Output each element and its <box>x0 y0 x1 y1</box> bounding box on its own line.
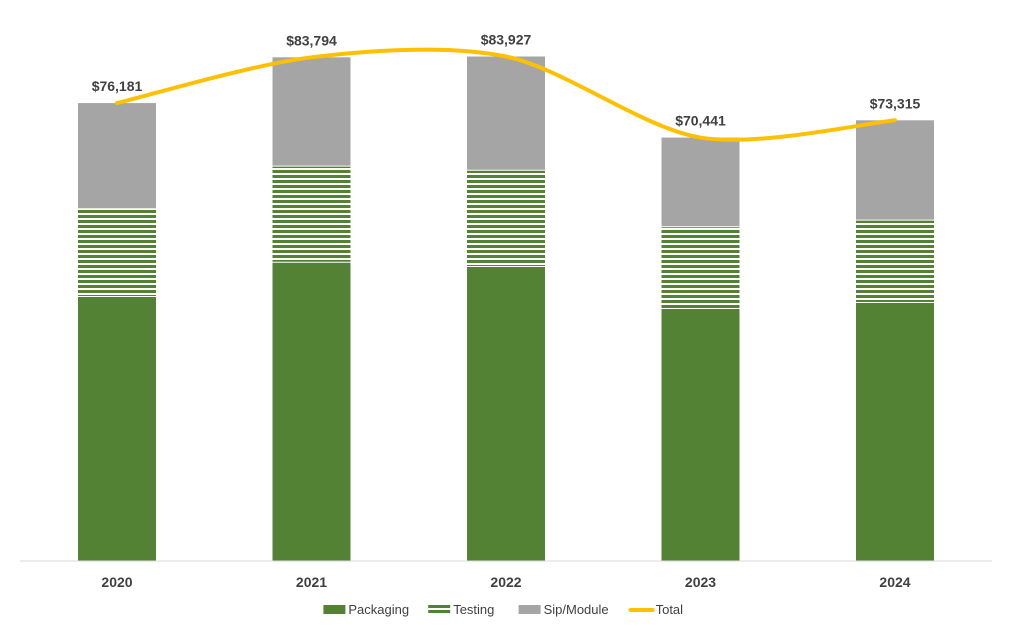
data-label-2023: $70,441 <box>675 113 726 129</box>
bar-sip-module-2024 <box>856 120 934 220</box>
bar-packaging-2024 <box>856 303 934 561</box>
x-tick-label-2024: 2024 <box>879 574 910 590</box>
legend-label-packaging: Packaging <box>348 602 409 617</box>
legend-swatch-testing <box>428 605 450 614</box>
bar-testing-2020 <box>78 209 156 297</box>
legend-label-sip-module: Sip/Module <box>544 602 609 617</box>
legend-label-total: Total <box>656 602 684 617</box>
bar-packaging-2021 <box>273 262 351 561</box>
bar-packaging-2023 <box>662 309 740 561</box>
legend-swatch-sip-module <box>519 605 541 614</box>
bar-testing-2021 <box>273 166 351 262</box>
bar-packaging-2022 <box>467 266 545 561</box>
legend: Packaging Testing Sip/Module Total <box>323 602 683 617</box>
x-axis-ticks: 2020 2021 2022 2023 2024 <box>101 574 910 590</box>
x-tick-label-2023: 2023 <box>685 574 716 590</box>
bar-sip-module-2021 <box>273 57 351 166</box>
legend-item-packaging: Packaging <box>323 602 409 617</box>
data-label-2020: $76,181 <box>92 78 143 94</box>
x-tick-label-2022: 2022 <box>490 574 521 590</box>
legend-item-total: Total <box>631 602 684 617</box>
data-label-2022: $83,927 <box>481 32 532 48</box>
bar-sip-module-2023 <box>662 138 740 227</box>
x-tick-label-2021: 2021 <box>296 574 327 590</box>
bar-testing-2024 <box>856 220 934 302</box>
bar-packaging-2020 <box>78 297 156 561</box>
data-label-2024: $73,315 <box>870 95 921 111</box>
bar-testing-2023 <box>662 227 740 309</box>
x-tick-label-2020: 2020 <box>101 574 132 590</box>
legend-item-testing: Testing <box>428 602 494 617</box>
bar-sip-module-2022 <box>467 57 545 171</box>
legend-swatch-packaging <box>323 605 345 614</box>
legend-item-sip-module: Sip/Module <box>519 602 609 617</box>
data-label-2021: $83,794 <box>286 32 337 48</box>
bar-testing-2022 <box>467 170 545 266</box>
legend-label-testing: Testing <box>453 602 494 617</box>
bar-sip-module-2020 <box>78 103 156 209</box>
